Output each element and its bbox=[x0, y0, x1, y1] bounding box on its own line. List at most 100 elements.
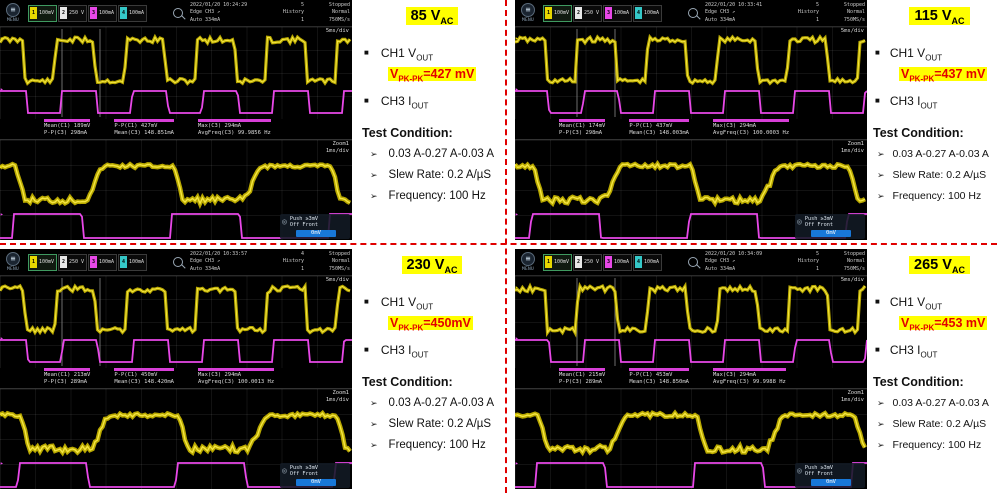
title-subscript: AC bbox=[444, 264, 458, 275]
channel-4-color-chip: 4 bbox=[120, 7, 127, 19]
channel-1-settings[interactable]: 1 100mV bbox=[28, 4, 57, 22]
sample-rate: 750MS/s bbox=[843, 265, 865, 272]
test-condition-text: 0.03 A-0.27 A-0.03 A bbox=[892, 397, 989, 410]
zoom-waveform-area: Zoom1 1ms/div ▸ ▸ ◎ Push ≥3mV Off Front bbox=[0, 388, 352, 489]
channel-4-settings[interactable]: 4 100mA bbox=[633, 4, 662, 22]
quadrant: ≡ MENU 1 100mV 2 250 V 3 100mA bbox=[506, 249, 997, 493]
run-status: Stopped bbox=[843, 2, 865, 8]
ch1-marker-icon: ▸ bbox=[515, 35, 519, 42]
arrow-bullet-icon: ➢ bbox=[370, 440, 378, 451]
test-condition-item: ➢ Frequency: 100 Hz bbox=[370, 439, 502, 452]
channel-3-color-chip: 3 bbox=[605, 256, 612, 268]
channel-2-settings[interactable]: 2 250 V bbox=[573, 4, 602, 22]
test-condition-text: Slew Rate: 0.2 A/µS bbox=[388, 418, 492, 431]
measurement-value: Mean(C1) 213mV bbox=[44, 368, 91, 379]
test-condition-item: ➢ 0.03 A-0.27 A-0.03 A bbox=[370, 397, 502, 410]
trigger-mode: Edge CH3 ↗ bbox=[705, 258, 736, 265]
main-waveform-area: 5ms/div ▸ ▸ bbox=[0, 276, 352, 368]
offset-value-bar[interactable]: 0mV bbox=[811, 230, 851, 237]
channel-1-color-chip: 1 bbox=[545, 7, 552, 19]
scope-menu-button[interactable]: ≡ MENU bbox=[515, 0, 541, 26]
zoom-ch3-marker-icon: ▸ bbox=[515, 211, 519, 218]
channel-3-settings[interactable]: 3 100mA bbox=[88, 4, 117, 22]
history-number: 1 bbox=[300, 265, 304, 272]
measurement-value: AvgFreq(C3) 100.0013 Hz bbox=[197, 379, 275, 385]
channel-2-settings[interactable]: 2 250 V bbox=[58, 4, 87, 22]
offset-value-bar[interactable]: 0mV bbox=[296, 230, 336, 237]
ch1-bullet-line: ■ CH1 VOUT bbox=[875, 294, 943, 312]
oscilloscope-screenshot: ≡ MENU 1 100mV 2 250 V 3 100mA bbox=[0, 0, 352, 240]
measurement-value: P-P(C1) 453mV bbox=[629, 368, 689, 379]
offset-value-bar[interactable]: 0mV bbox=[811, 479, 851, 486]
channel-4-settings[interactable]: 4 100mA bbox=[633, 253, 662, 271]
quadrant: ≡ MENU 1 100mV 2 250 V 3 100mA bbox=[0, 249, 506, 493]
channel-4-color-chip: 4 bbox=[635, 256, 642, 268]
channel-1-settings[interactable]: 1 100mV bbox=[543, 4, 572, 22]
channel-1-settings[interactable]: 1 100mV bbox=[543, 253, 572, 271]
channel-4-settings[interactable]: 4 100mA bbox=[118, 253, 147, 271]
channel-4-settings[interactable]: 4 100mA bbox=[118, 4, 147, 22]
channel-1-scale: 100mV bbox=[39, 10, 55, 16]
measurement-value: P-P(C1) 437mV bbox=[629, 119, 689, 130]
scope-menu-button[interactable]: ≡ MENU bbox=[515, 249, 541, 275]
measurement-value: P-P(C3) 298mA bbox=[44, 130, 88, 136]
oscilloscope-screenshot: ≡ MENU 1 100mV 2 250 V 3 100mA bbox=[0, 249, 352, 489]
vpk-value: =450mV bbox=[423, 316, 471, 331]
ch3-marker-icon: ▸ bbox=[515, 335, 519, 342]
scope-display: 5ms/div ▸ ▸ Mean(C1) 189mV P-P(C3) 298mA… bbox=[0, 27, 352, 240]
quadrant: ≡ MENU 1 100mV 2 250 V 3 100mA bbox=[506, 0, 997, 244]
search-zoom-icon[interactable] bbox=[173, 257, 183, 267]
zoom-timebase: 1ms/div bbox=[325, 396, 349, 403]
history-label: History bbox=[797, 258, 819, 265]
measurement-value: Mean(C3) 148.003mA bbox=[629, 130, 689, 136]
knob-icon: ◎ bbox=[282, 465, 287, 475]
sample-rate: 750MS/s bbox=[843, 16, 865, 23]
zoom-ch1-marker-icon: ▸ bbox=[0, 163, 4, 170]
zoom-info: Zoom1 1ms/div bbox=[326, 141, 349, 155]
test-condition-heading: Test Condition: bbox=[873, 126, 964, 141]
acquisition-count: 5 bbox=[815, 2, 819, 8]
acquisition-info: 2022/01/20 10:24:29 5 Stopped Edge CH3 ↗… bbox=[190, 2, 350, 24]
channel-3-settings[interactable]: 3 100mA bbox=[603, 4, 632, 22]
channel-3-settings[interactable]: 3 100mA bbox=[603, 253, 632, 271]
search-zoom-icon[interactable] bbox=[688, 257, 698, 267]
channel-2-settings[interactable]: 2 250 V bbox=[573, 253, 602, 271]
square-bullet-icon: ■ bbox=[875, 344, 880, 354]
offset-value-bar[interactable]: 0mV bbox=[296, 479, 336, 486]
acquisition-mode: Normal bbox=[846, 9, 865, 16]
channel-1-settings[interactable]: 1 100mV bbox=[28, 253, 57, 271]
knob-icon: ◎ bbox=[797, 465, 802, 475]
arrow-bullet-icon: ➢ bbox=[370, 419, 378, 430]
measurement-bar: Mean(C1) 174mV P-P(C3) 298mA P-P(C1) 437… bbox=[515, 119, 867, 139]
channel-2-settings[interactable]: 2 250 V bbox=[58, 253, 87, 271]
channel-3-settings[interactable]: 3 100mA bbox=[88, 253, 117, 271]
channel-2-scale: 250 V bbox=[584, 259, 600, 265]
search-zoom-icon[interactable] bbox=[173, 8, 183, 18]
measurement-group: Max(C3) 294mA AvgFreq(C3) 99.9856 Hz bbox=[197, 119, 271, 137]
measurement-group: Mean(C1) 213mV P-P(C3) 289mA bbox=[44, 368, 91, 386]
search-zoom-icon[interactable] bbox=[688, 8, 698, 18]
test-condition-text: Frequency: 100 Hz bbox=[892, 439, 982, 452]
timebase-label: 5ms/div bbox=[325, 28, 349, 34]
annotation-column: 265 VAC ■ CH1 VOUT VPK-PK=453 mV ■ CH3 I… bbox=[867, 249, 997, 493]
measurement-group: P-P(C1) 450mV Mean(C3) 148.420mA bbox=[114, 368, 174, 386]
main-waveform-plot bbox=[0, 278, 352, 366]
ch3-bullet-line: ■ CH3 IOUT bbox=[364, 93, 429, 111]
scope-menu-button[interactable]: ≡ MENU bbox=[0, 0, 26, 26]
trigger-level: Auto 334mA bbox=[190, 265, 221, 272]
measurement-group: Mean(C1) 174mV P-P(C3) 298mA bbox=[559, 119, 606, 137]
title-voltage: 85 V bbox=[410, 8, 441, 24]
ch1-bullet-line: ■ CH1 VOUT bbox=[364, 294, 434, 312]
scope-menu-button[interactable]: ≡ MENU bbox=[0, 249, 26, 275]
measurement-value: AvgFreq(C3) 99.9988 Hz bbox=[712, 379, 786, 385]
scope-header: ≡ MENU 1 100mV 2 250 V 3 100mA bbox=[515, 0, 867, 27]
test-condition-text: Frequency: 100 Hz bbox=[388, 439, 486, 452]
square-bullet-icon: ■ bbox=[364, 296, 369, 306]
channel-2-color-chip: 2 bbox=[575, 7, 582, 19]
test-condition-item: ➢ 0.03 A-0.27 A-0.03 A bbox=[370, 148, 502, 161]
square-bullet-icon: ■ bbox=[364, 95, 369, 105]
arrow-bullet-icon: ➢ bbox=[370, 398, 378, 409]
sample-rate: 750MS/s bbox=[328, 265, 350, 272]
quadrant-title: 115 VAC bbox=[873, 7, 997, 26]
arrow-bullet-icon: ➢ bbox=[877, 398, 885, 409]
